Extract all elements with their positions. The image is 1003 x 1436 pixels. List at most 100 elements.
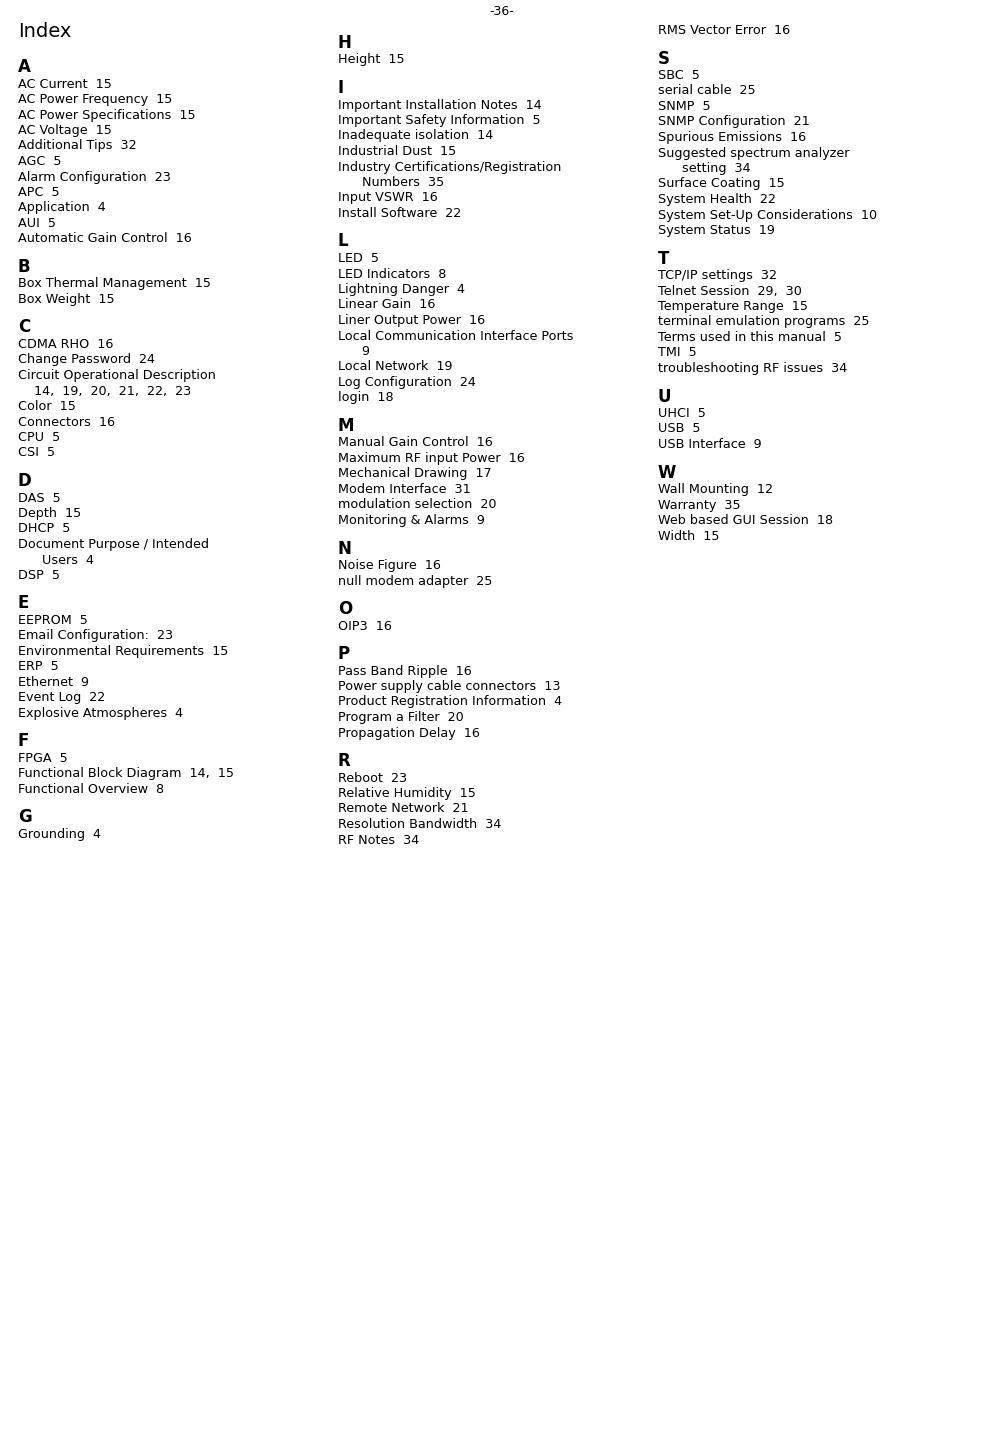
Text: Width  15: Width 15: [657, 530, 719, 543]
Text: Reboot  23: Reboot 23: [338, 771, 407, 784]
Text: Industrial Dust  15: Industrial Dust 15: [338, 145, 455, 158]
Text: H: H: [338, 34, 351, 52]
Text: Local Network  19: Local Network 19: [338, 360, 452, 373]
Text: Modem Interface  31: Modem Interface 31: [338, 482, 470, 495]
Text: login  18: login 18: [338, 392, 393, 405]
Text: EEPROM  5: EEPROM 5: [18, 615, 88, 628]
Text: Industry Certifications/Registration: Industry Certifications/Registration: [338, 161, 561, 174]
Text: Change Password  24: Change Password 24: [18, 353, 154, 366]
Text: Connectors  16: Connectors 16: [18, 415, 115, 428]
Text: Important Installation Notes  14: Important Installation Notes 14: [338, 99, 542, 112]
Text: SNMP  5: SNMP 5: [657, 101, 710, 113]
Text: System Status  19: System Status 19: [657, 224, 774, 237]
Text: G: G: [18, 808, 32, 827]
Text: terminal emulation programs  25: terminal emulation programs 25: [657, 316, 869, 329]
Text: Linear Gain  16: Linear Gain 16: [338, 299, 435, 312]
Text: TMI  5: TMI 5: [657, 346, 696, 359]
Text: SBC  5: SBC 5: [657, 69, 699, 82]
Text: Environmental Requirements  15: Environmental Requirements 15: [18, 645, 228, 658]
Text: Depth  15: Depth 15: [18, 507, 81, 520]
Text: 14,  19,  20,  21,  22,  23: 14, 19, 20, 21, 22, 23: [18, 385, 191, 398]
Text: DAS  5: DAS 5: [18, 491, 61, 504]
Text: Numbers  35: Numbers 35: [338, 177, 443, 190]
Text: troubleshooting RF issues  34: troubleshooting RF issues 34: [657, 362, 847, 375]
Text: Grounding  4: Grounding 4: [18, 829, 101, 841]
Text: OIP3  16: OIP3 16: [338, 619, 391, 632]
Text: Warranty  35: Warranty 35: [657, 498, 740, 511]
Text: Temperature Range  15: Temperature Range 15: [657, 300, 807, 313]
Text: Input VSWR  16: Input VSWR 16: [338, 191, 437, 204]
Text: UHCI  5: UHCI 5: [657, 406, 705, 419]
Text: I: I: [338, 79, 344, 98]
Text: Circuit Operational Description: Circuit Operational Description: [18, 369, 216, 382]
Text: Liner Output Power  16: Liner Output Power 16: [338, 314, 484, 327]
Text: Resolution Bandwidth  34: Resolution Bandwidth 34: [338, 819, 500, 831]
Text: Additional Tips  32: Additional Tips 32: [18, 139, 136, 152]
Text: Spurious Emissions  16: Spurious Emissions 16: [657, 131, 805, 144]
Text: F: F: [18, 732, 29, 751]
Text: Box Thermal Management  15: Box Thermal Management 15: [18, 277, 211, 290]
Text: LED Indicators  8: LED Indicators 8: [338, 267, 446, 280]
Text: Surface Coating  15: Surface Coating 15: [657, 178, 784, 191]
Text: modulation selection  20: modulation selection 20: [338, 498, 496, 511]
Text: AC Voltage  15: AC Voltage 15: [18, 123, 111, 136]
Text: Relative Humidity  15: Relative Humidity 15: [338, 787, 475, 800]
Text: RF Notes  34: RF Notes 34: [338, 833, 419, 846]
Text: Application  4: Application 4: [18, 201, 105, 214]
Text: Log Configuration  24: Log Configuration 24: [338, 376, 475, 389]
Text: Email Configuration:  23: Email Configuration: 23: [18, 629, 173, 642]
Text: Document Purpose / Intended: Document Purpose / Intended: [18, 538, 209, 551]
Text: Users  4: Users 4: [18, 553, 94, 566]
Text: U: U: [657, 388, 671, 405]
Text: AC Current  15: AC Current 15: [18, 78, 111, 90]
Text: CPU  5: CPU 5: [18, 431, 60, 444]
Text: Web based GUI Session  18: Web based GUI Session 18: [657, 514, 832, 527]
Text: System Set-Up Considerations  10: System Set-Up Considerations 10: [657, 208, 877, 221]
Text: AUI  5: AUI 5: [18, 217, 56, 230]
Text: Suggested spectrum analyzer: Suggested spectrum analyzer: [657, 146, 849, 159]
Text: M: M: [338, 416, 354, 435]
Text: Mechanical Drawing  17: Mechanical Drawing 17: [338, 468, 491, 481]
Text: DSP  5: DSP 5: [18, 569, 60, 582]
Text: AC Power Specifications  15: AC Power Specifications 15: [18, 109, 196, 122]
Text: null modem adapter  25: null modem adapter 25: [338, 574, 491, 587]
Text: TCP/IP settings  32: TCP/IP settings 32: [657, 269, 776, 281]
Text: Alarm Configuration  23: Alarm Configuration 23: [18, 171, 171, 184]
Text: Program a Filter  20: Program a Filter 20: [338, 711, 463, 724]
Text: USB Interface  9: USB Interface 9: [657, 438, 761, 451]
Text: Ethernet  9: Ethernet 9: [18, 676, 89, 689]
Text: Pass Band Ripple  16: Pass Band Ripple 16: [338, 665, 471, 678]
Text: Maximum RF input Power  16: Maximum RF input Power 16: [338, 452, 525, 465]
Text: RMS Vector Error  16: RMS Vector Error 16: [657, 24, 789, 37]
Text: L: L: [338, 233, 348, 250]
Text: Propagation Delay  16: Propagation Delay 16: [338, 727, 479, 740]
Text: FPGA  5: FPGA 5: [18, 752, 67, 765]
Text: 9: 9: [338, 345, 370, 358]
Text: S: S: [657, 49, 669, 67]
Text: Color  15: Color 15: [18, 401, 76, 414]
Text: Functional Overview  8: Functional Overview 8: [18, 783, 163, 796]
Text: DHCP  5: DHCP 5: [18, 523, 70, 536]
Text: A: A: [18, 57, 31, 76]
Text: Install Software  22: Install Software 22: [338, 207, 460, 220]
Text: Inadequate isolation  14: Inadequate isolation 14: [338, 129, 492, 142]
Text: B: B: [18, 258, 31, 276]
Text: LED  5: LED 5: [338, 251, 378, 266]
Text: Box Weight  15: Box Weight 15: [18, 293, 114, 306]
Text: D: D: [18, 472, 32, 490]
Text: W: W: [657, 464, 676, 481]
Text: Height  15: Height 15: [338, 53, 404, 66]
Text: CSI  5: CSI 5: [18, 447, 55, 460]
Text: P: P: [338, 645, 350, 663]
Text: Local Communication Interface Ports: Local Communication Interface Ports: [338, 329, 573, 343]
Text: R: R: [338, 752, 350, 770]
Text: Explosive Atmospheres  4: Explosive Atmospheres 4: [18, 707, 183, 719]
Text: SNMP Configuration  21: SNMP Configuration 21: [657, 115, 809, 128]
Text: O: O: [338, 600, 352, 617]
Text: Manual Gain Control  16: Manual Gain Control 16: [338, 437, 492, 449]
Text: Functional Block Diagram  14,  15: Functional Block Diagram 14, 15: [18, 767, 234, 781]
Text: Important Safety Information  5: Important Safety Information 5: [338, 113, 540, 126]
Text: AGC  5: AGC 5: [18, 155, 61, 168]
Text: Index: Index: [18, 22, 71, 42]
Text: Event Log  22: Event Log 22: [18, 692, 105, 705]
